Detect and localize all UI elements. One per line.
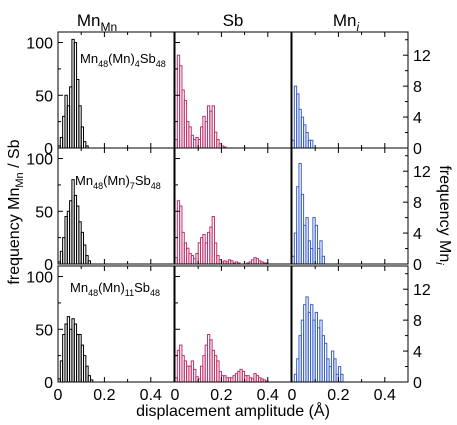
panel-frame-r3-mn-i — [291, 265, 409, 383]
y-tick-label-r1-mn-mn: 100 — [26, 36, 53, 53]
histogram-bar-r3-mn-i-21 — [340, 373, 344, 383]
y-tick-label-r2-mn-mn: 0 — [44, 257, 53, 274]
histogram-bar-r1-mn-i-8 — [310, 139, 314, 149]
column-title-mn-i: Mni — [333, 11, 360, 34]
y-tick-label-right-r1-mn-i: 8 — [413, 79, 422, 96]
y-tick-label-right-r1-mn-i: 4 — [413, 110, 422, 127]
panel-frame-r2-mn-mn — [57, 147, 175, 265]
column-title-sb: Sb — [223, 11, 244, 30]
x-tick-label-r3-mn-mn: 0.2 — [93, 387, 115, 404]
y-tick-label-r3-mn-mn: 0 — [44, 375, 53, 392]
x-tick-label-r3-sb: 0.2 — [210, 387, 232, 404]
panel-frame-r3-mn-mn — [57, 265, 175, 383]
row-label-3: Mn48(Mn)11Sb48 — [70, 280, 160, 298]
y-tick-label-r1-mn-mn: 50 — [35, 88, 53, 105]
panel-frame-r1-mn-mn — [57, 31, 175, 149]
panel-frame-r1-sb — [174, 31, 292, 149]
row-label-2: Mn48(Mn)7Sb48 — [75, 173, 161, 191]
panel-frame-r1-mn-i — [291, 31, 409, 149]
row-label-1: Mn48(Mn)4Sb48 — [80, 51, 166, 69]
x-tick-label-r3-mn-mn: 0 — [54, 387, 63, 404]
y-tick-label-right-r3-mn-i: 12 — [413, 282, 431, 299]
x-axis-label: displacement amplitude (Å) — [136, 401, 330, 420]
x-tick-label-r3-mn-mn: 0.4 — [140, 387, 162, 404]
panel-frame-r2-sb — [174, 147, 292, 265]
y-tick-label-r2-mn-mn: 50 — [35, 204, 53, 221]
y-axis-label-left: frequency MnMn / Sb — [6, 139, 26, 284]
y-tick-label-r3-mn-mn: 100 — [26, 270, 53, 287]
x-tick-label-r3-sb: 0.4 — [257, 387, 279, 404]
y-tick-label-right-r2-mn-i: 12 — [413, 164, 431, 181]
x-tick-label-r3-sb: 0 — [171, 387, 180, 404]
histogram-bar-r2-mn-i-13 — [321, 255, 325, 265]
y-tick-label-r3-mn-mn: 50 — [35, 322, 53, 339]
y-tick-label-r1-mn-mn: 0 — [44, 141, 53, 158]
y-axis-label-right: frequency Mni — [433, 165, 453, 265]
y-tick-label-right-r1-mn-i: 0 — [413, 141, 422, 158]
column-title-mn-mn: MnMn — [77, 11, 117, 34]
x-tick-label-r3-mn-i: 0 — [288, 387, 297, 404]
y-tick-label-right-r3-mn-i: 4 — [413, 344, 422, 361]
y-tick-label-right-r2-mn-i: 4 — [413, 226, 422, 243]
y-tick-label-right-r1-mn-i: 12 — [413, 48, 431, 65]
y-tick-label-right-r2-mn-i: 8 — [413, 195, 422, 212]
x-tick-label-r3-mn-i: 0.2 — [327, 387, 349, 404]
y-tick-label-right-r2-mn-i: 0 — [413, 257, 422, 274]
x-tick-label-r3-mn-i: 0.4 — [374, 387, 396, 404]
y-tick-label-right-r3-mn-i: 8 — [413, 313, 422, 330]
panel-frame-r3-sb — [174, 265, 292, 383]
panel-frame-r2-mn-i — [291, 147, 409, 265]
y-tick-label-right-r3-mn-i: 0 — [413, 375, 422, 392]
y-tick-label-r2-mn-mn: 100 — [26, 152, 53, 169]
